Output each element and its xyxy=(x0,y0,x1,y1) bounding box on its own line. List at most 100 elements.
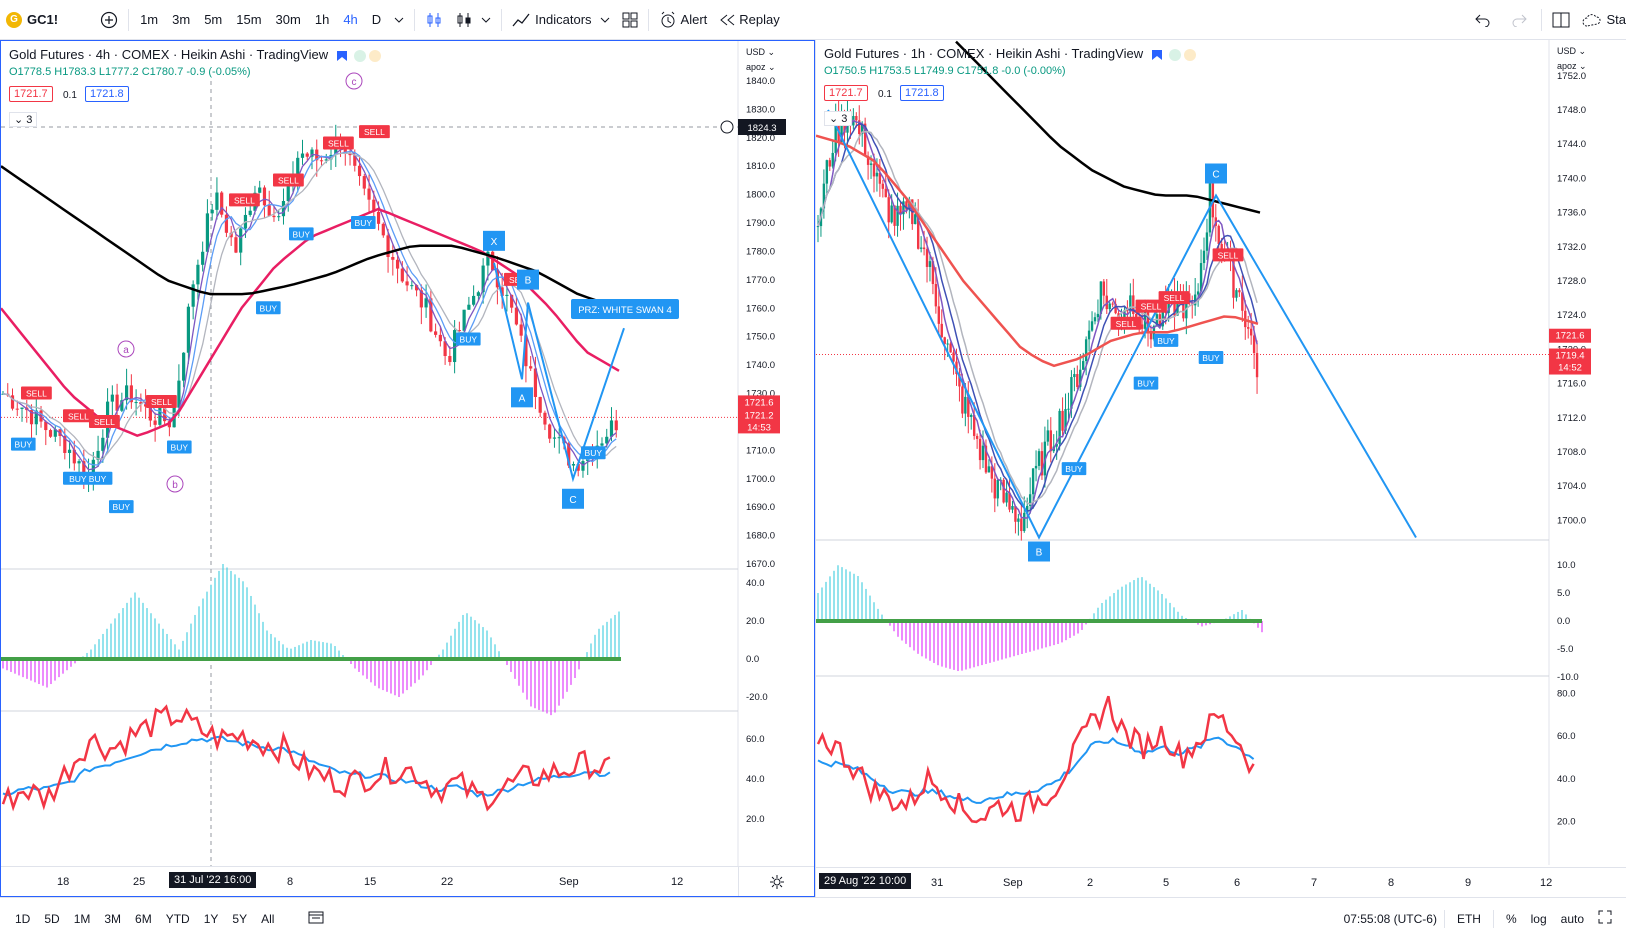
candle-body xyxy=(177,380,181,408)
add-alert-icon[interactable] xyxy=(720,120,734,134)
price-tick-label: 1780.0 xyxy=(746,246,775,257)
price-tick-label: 1700.0 xyxy=(1557,515,1586,526)
fullscreen-button[interactable] xyxy=(1591,910,1626,927)
last-price-tag xyxy=(1549,348,1591,375)
indicators-button[interactable]: Indicators xyxy=(506,0,615,40)
replay-button[interactable]: Replay xyxy=(713,0,785,40)
candle-body xyxy=(481,265,485,293)
rsi-tick-label: 40.0 xyxy=(746,774,765,785)
time-axis-right[interactable]: 29 Aug '22 10:00 31 Sep 2 5 6 7 8 9 12 xyxy=(816,867,1626,897)
candle-body xyxy=(386,235,390,258)
range-3m[interactable]: 3M xyxy=(104,911,122,926)
sell-signal xyxy=(1110,316,1142,330)
timeframe-D[interactable]: D xyxy=(371,12,382,27)
time-axis-left[interactable]: 18 25 31 Jul '22 16:00 8 15 22 Sep 12 xyxy=(1,866,738,896)
timeframe-1h[interactable]: 1h xyxy=(314,12,330,27)
chart-canvas-left[interactable]: USD ⌄ apoz ⌄ 1840.0 1830.0 1820.0 1810.0 1800.… xyxy=(1,41,814,866)
clock-timezone[interactable]: 07:55:08 (UTC-6) xyxy=(1343,911,1437,926)
candle-body xyxy=(1017,518,1020,522)
collapse-indicators-button[interactable]: ⌄ 3 xyxy=(824,111,853,126)
candle-body xyxy=(600,443,604,446)
chart-legend-title[interactable]: Gold Futures · 1h · COMEX · Heikin Ashi … xyxy=(824,46,1197,61)
candle-body xyxy=(937,306,941,324)
buy-signal xyxy=(256,301,281,315)
templates-button[interactable] xyxy=(616,0,644,40)
redo-button[interactable] xyxy=(1501,0,1537,40)
chart-settings-button[interactable] xyxy=(738,866,814,896)
timeframe-3m[interactable]: 3m xyxy=(172,12,191,27)
rsi-tick-label: 80.0 xyxy=(1557,689,1576,700)
collapse-indicators-button[interactable]: ⌄ 3 xyxy=(9,112,38,127)
candle-body xyxy=(362,176,366,189)
candle-body xyxy=(1046,430,1050,442)
sell-signal xyxy=(63,409,94,423)
candle-body xyxy=(395,259,400,269)
candle-body xyxy=(410,285,414,287)
bid-price[interactable]: 1721.7 xyxy=(824,85,868,101)
range-5d[interactable]: 5D xyxy=(44,911,60,926)
chart-pane-right[interactable]: USD ⌄ apoz ⌄ 1752.0 1748.0 1744.0 1740.0 1736.… xyxy=(815,40,1626,897)
redo-icon xyxy=(1512,14,1528,27)
price-tick-label: 1700.0 xyxy=(746,474,775,485)
gold-symbol-icon: G xyxy=(6,11,22,28)
ask-price[interactable]: 1721.8 xyxy=(85,86,129,102)
range-all[interactable]: All xyxy=(261,911,275,926)
candle-body xyxy=(53,429,57,437)
timeframe-30m[interactable]: 30m xyxy=(275,12,301,27)
range-ytd[interactable]: YTD xyxy=(165,911,190,926)
sell-signal-text: SELL xyxy=(1141,302,1162,312)
undo-button[interactable] xyxy=(1465,0,1501,40)
bar-style-button[interactable] xyxy=(419,0,449,40)
candle-body xyxy=(182,352,186,381)
buy-signal-text: BUY xyxy=(1065,464,1083,474)
last-price-text: 1721.6 xyxy=(1555,331,1584,342)
range-5y[interactable]: 5Y xyxy=(232,911,248,926)
wave-label-circle xyxy=(117,340,135,358)
candle-body xyxy=(448,356,452,363)
percent-toggle[interactable]: % xyxy=(1505,911,1517,926)
chart-legend-title[interactable]: Gold Futures · 4h · COMEX · Heikin Ashi … xyxy=(9,47,382,62)
candle-body xyxy=(272,215,276,218)
bid-price[interactable]: 1721.7 xyxy=(9,86,53,102)
buy-signal-text: BUY xyxy=(1202,353,1220,363)
candle-body xyxy=(491,251,495,271)
goto-date-button[interactable] xyxy=(301,910,331,927)
bar-countdown: 14:52 xyxy=(1558,363,1582,374)
candle-body xyxy=(529,366,533,369)
session-toggle[interactable]: ETH xyxy=(1456,911,1481,926)
alert-button[interactable]: Alert xyxy=(653,0,714,40)
range-1m[interactable]: 1M xyxy=(73,911,91,926)
save-cloud-button[interactable]: Sta xyxy=(1576,0,1626,40)
candle-body xyxy=(943,337,946,345)
range-1y[interactable]: 1Y xyxy=(203,911,219,926)
range-1d[interactable]: 1D xyxy=(15,911,31,926)
moving-average-line xyxy=(2,152,617,460)
auto-toggle[interactable]: auto xyxy=(1560,911,1584,926)
chart-canvas-right[interactable]: USD ⌄ apoz ⌄1752.0 1748.0 1744.0 1740.0 1736.… xyxy=(816,40,1626,865)
timeframe-5m[interactable]: 5m xyxy=(204,12,223,27)
chart-type-button[interactable] xyxy=(449,0,497,40)
timeframe-4h[interactable]: 4h xyxy=(343,12,358,27)
prz-label-text: PRZ: WHITE SWAN 4 xyxy=(578,305,672,316)
oscillator-tick-label: 10.0 xyxy=(1557,560,1576,571)
candle-body xyxy=(1132,295,1135,314)
buy-signal-text: BUY xyxy=(113,502,131,512)
price-tick-label: 1750.0 xyxy=(746,332,775,343)
layout-button[interactable] xyxy=(1546,0,1576,40)
pattern-point-marker xyxy=(483,230,505,251)
log-toggle[interactable]: log xyxy=(1530,911,1547,926)
timeframe-15m[interactable]: 15m xyxy=(236,12,262,27)
symbol-search[interactable]: G GC1! xyxy=(0,0,64,40)
timeframe-dropdown[interactable] xyxy=(388,0,410,40)
ask-price[interactable]: 1721.8 xyxy=(900,85,944,101)
oscillator-tick-label: -10.0 xyxy=(1557,672,1579,683)
chart-pane-left[interactable]: USD ⌄ apoz ⌄ 1840.0 1830.0 1820.0 1810.0 1800.… xyxy=(0,40,815,897)
timeframe-1m[interactable]: 1m xyxy=(140,12,159,27)
range-6m[interactable]: 6M xyxy=(135,911,152,926)
compare-add-button[interactable] xyxy=(94,0,124,40)
scale-mode-selector: apoz ⌄ xyxy=(746,62,776,72)
time-axis-label: Sep xyxy=(559,876,579,888)
price-tick-label: 1800.0 xyxy=(746,190,775,201)
candle-body xyxy=(1070,377,1073,409)
candle-body xyxy=(925,249,929,267)
